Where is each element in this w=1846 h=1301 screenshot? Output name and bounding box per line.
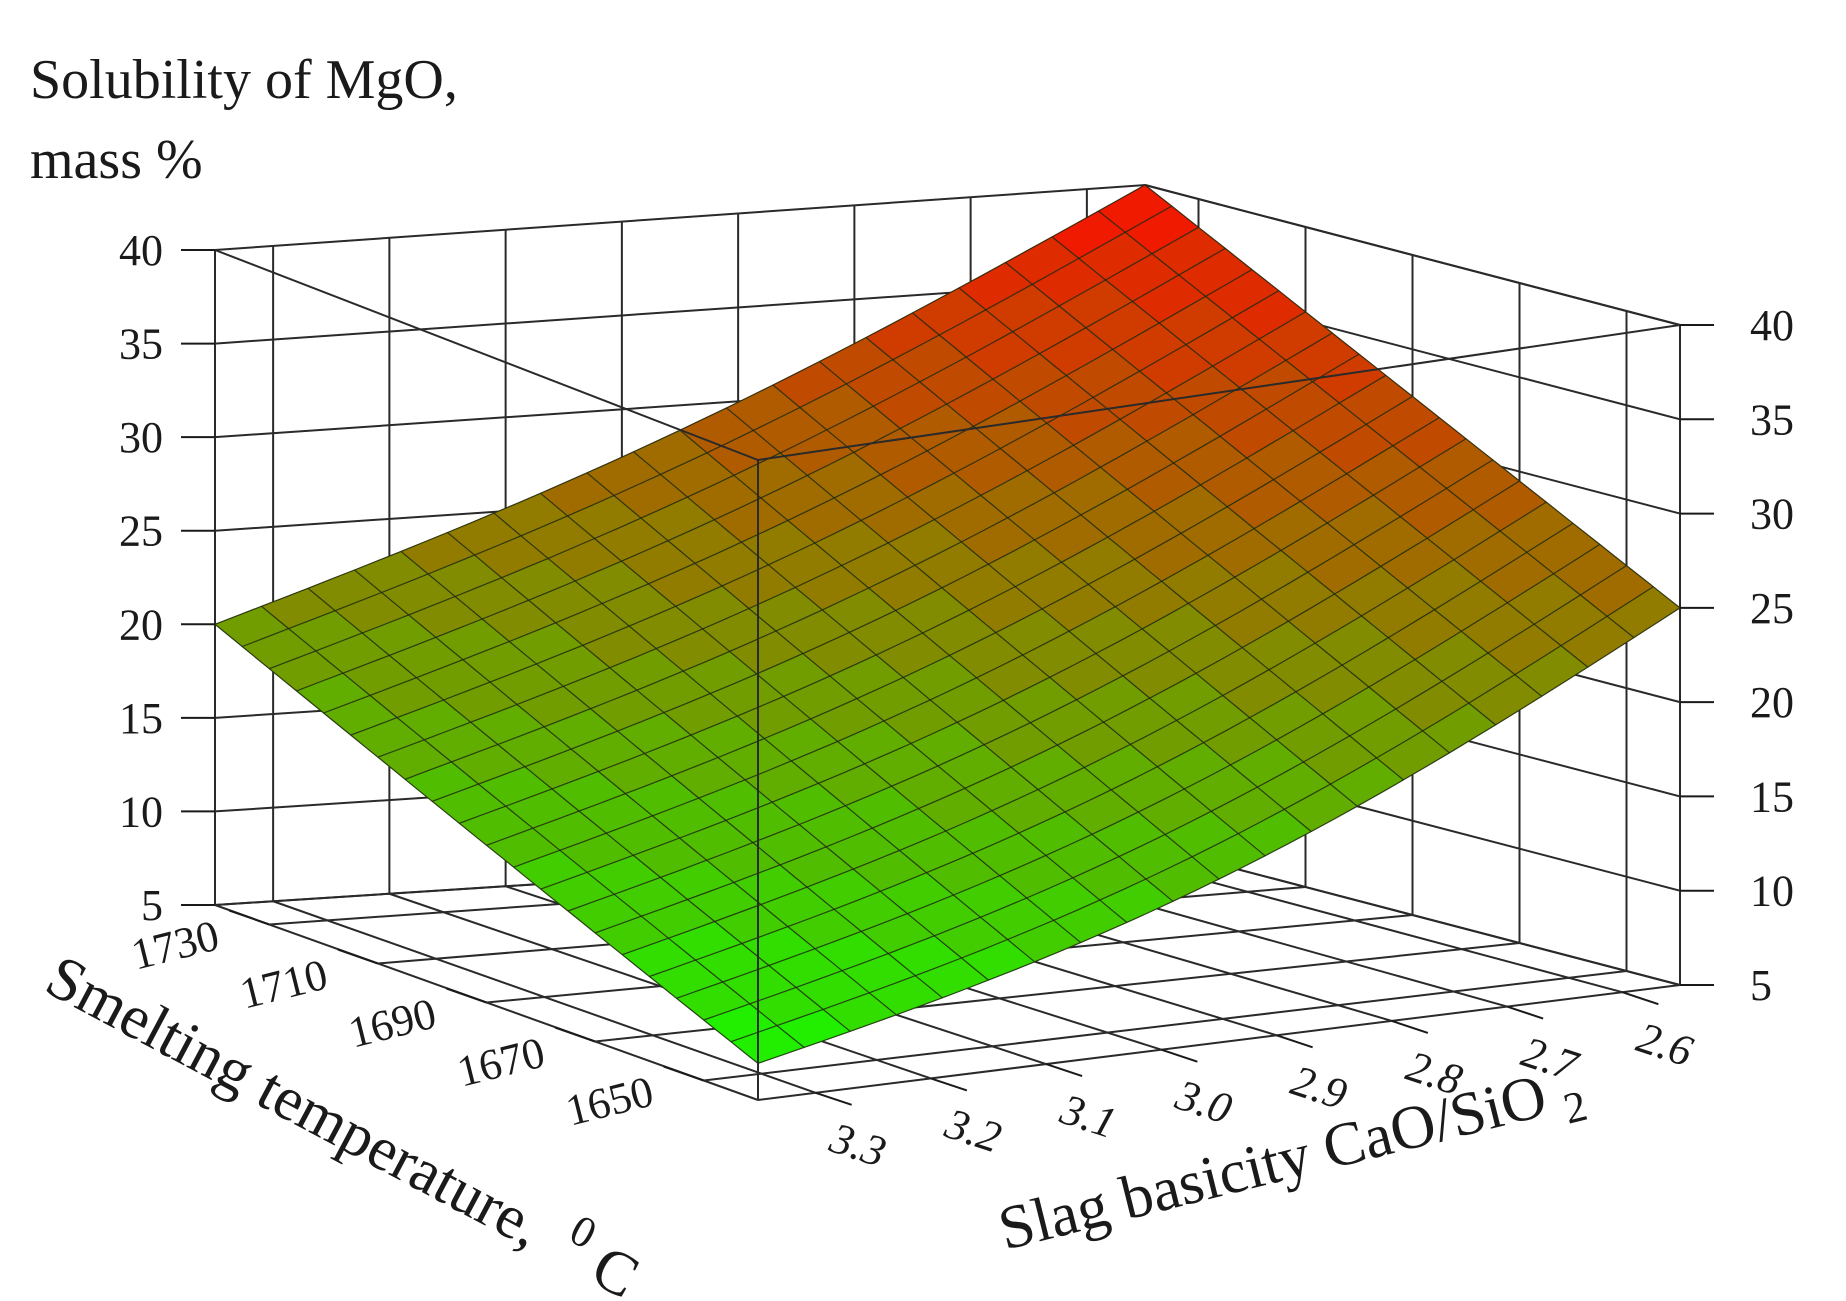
z-tick-label-left: 5: [141, 881, 163, 930]
surface-mesh-line: [540, 492, 1082, 944]
y-tick-2.9: [1276, 1034, 1313, 1049]
y-tick-label: 2.6: [1631, 1013, 1698, 1077]
y-tick-3.3: [815, 1091, 852, 1106]
x-tick-1690: [446, 987, 487, 1004]
z-tick-label-left: 40: [119, 226, 163, 275]
floor-gridline-temp-1650: [703, 970, 1627, 1082]
x-tick-1730: [228, 909, 270, 926]
z-tick-label-right: 5: [1750, 961, 1772, 1010]
surface-mesh-line: [261, 605, 805, 1048]
z-tick-label-left: 10: [119, 787, 163, 836]
surface-mesh-line: [1051, 236, 1589, 668]
surface-mesh-line: [1005, 262, 1543, 697]
floor-front-edge: [757, 984, 1681, 1101]
surface-mesh-line: [912, 312, 1450, 754]
x-tick-label: 1670: [452, 1028, 549, 1097]
z-tick-label-left: 20: [119, 600, 163, 649]
surface-mesh-line: [307, 587, 851, 1032]
y-tick-label: 3.0: [1169, 1070, 1237, 1134]
surface-mesh-line: [214, 623, 759, 1064]
z-tick-label-right: 25: [1750, 584, 1794, 633]
left-wall-gridline-z-40: [214, 184, 1146, 251]
front-lines: [214, 249, 1681, 1101]
x-tick-1670: [554, 1026, 596, 1043]
surface-mesh-line: [493, 512, 1035, 963]
surface-mesh-line: [354, 569, 897, 1016]
y-tick-2.6: [1622, 991, 1659, 1006]
surface-mesh-line: [633, 451, 1174, 902]
y-tick-2.7: [1506, 1005, 1544, 1020]
tick-marks: [181, 249, 1714, 1106]
z-tick-label-right: 35: [1750, 395, 1794, 444]
surface-mesh-line: [865, 337, 1404, 781]
chart-title-line2: mass %: [30, 129, 203, 191]
y-tick-3: [1161, 1048, 1198, 1063]
x-tick-label: 1690: [344, 989, 441, 1058]
y-tick-label: 3.1: [1054, 1084, 1122, 1148]
z-tick-label-right: 20: [1750, 678, 1794, 727]
x-tick-label: 1710: [235, 950, 332, 1019]
z-tick-label-right: 15: [1750, 772, 1794, 821]
surface-mesh-line: [772, 384, 1312, 832]
z-tick-label-right: 40: [1750, 301, 1794, 350]
surface-mesh-line: [400, 550, 943, 999]
y-tick-label: 3.3: [823, 1113, 891, 1177]
y-tick-label: 3.2: [939, 1099, 1007, 1163]
y-tick-3.2: [930, 1077, 968, 1092]
surface-mesh-line: [1098, 210, 1635, 639]
floor-gridline-basicity-3.3: [272, 900, 816, 1094]
right-wall-top-edge: [1144, 184, 1681, 326]
x-axis-label-superscript: 0: [562, 1205, 604, 1259]
x-axis-label-unit: C: [581, 1232, 649, 1301]
z-tick-label-right: 30: [1750, 490, 1794, 539]
chart-title-line1: Solubility of MgO,: [30, 49, 458, 111]
floor-gridline-basicity-3.2: [389, 892, 932, 1080]
surface: [214, 184, 1681, 1064]
top-left-edge: [214, 249, 759, 461]
surface-mesh-line: [726, 407, 1266, 857]
z-tick-label-left: 15: [119, 694, 163, 743]
z-tick-label-left: 25: [119, 507, 163, 556]
z-tick-label-left: 35: [119, 320, 163, 369]
y-tick-3.1: [1045, 1063, 1083, 1078]
surface-mesh-line: [1144, 184, 1681, 609]
surface-mesh-line: [819, 361, 1358, 807]
surface-mesh-line: [679, 429, 1220, 880]
surface-mesh-line: [586, 472, 1128, 923]
x-tick-1710: [337, 948, 379, 965]
z-tick-label-left: 30: [119, 413, 163, 462]
z-tick-label-right: 10: [1750, 867, 1794, 916]
y-tick-2.8: [1391, 1019, 1429, 1034]
x-tick-label: 1650: [561, 1067, 658, 1136]
surface-mesh-line: [447, 532, 989, 981]
top-front-edge: [757, 324, 1681, 461]
x-tick-1650: [663, 1065, 705, 1082]
surface-mesh-line: [958, 287, 1496, 726]
